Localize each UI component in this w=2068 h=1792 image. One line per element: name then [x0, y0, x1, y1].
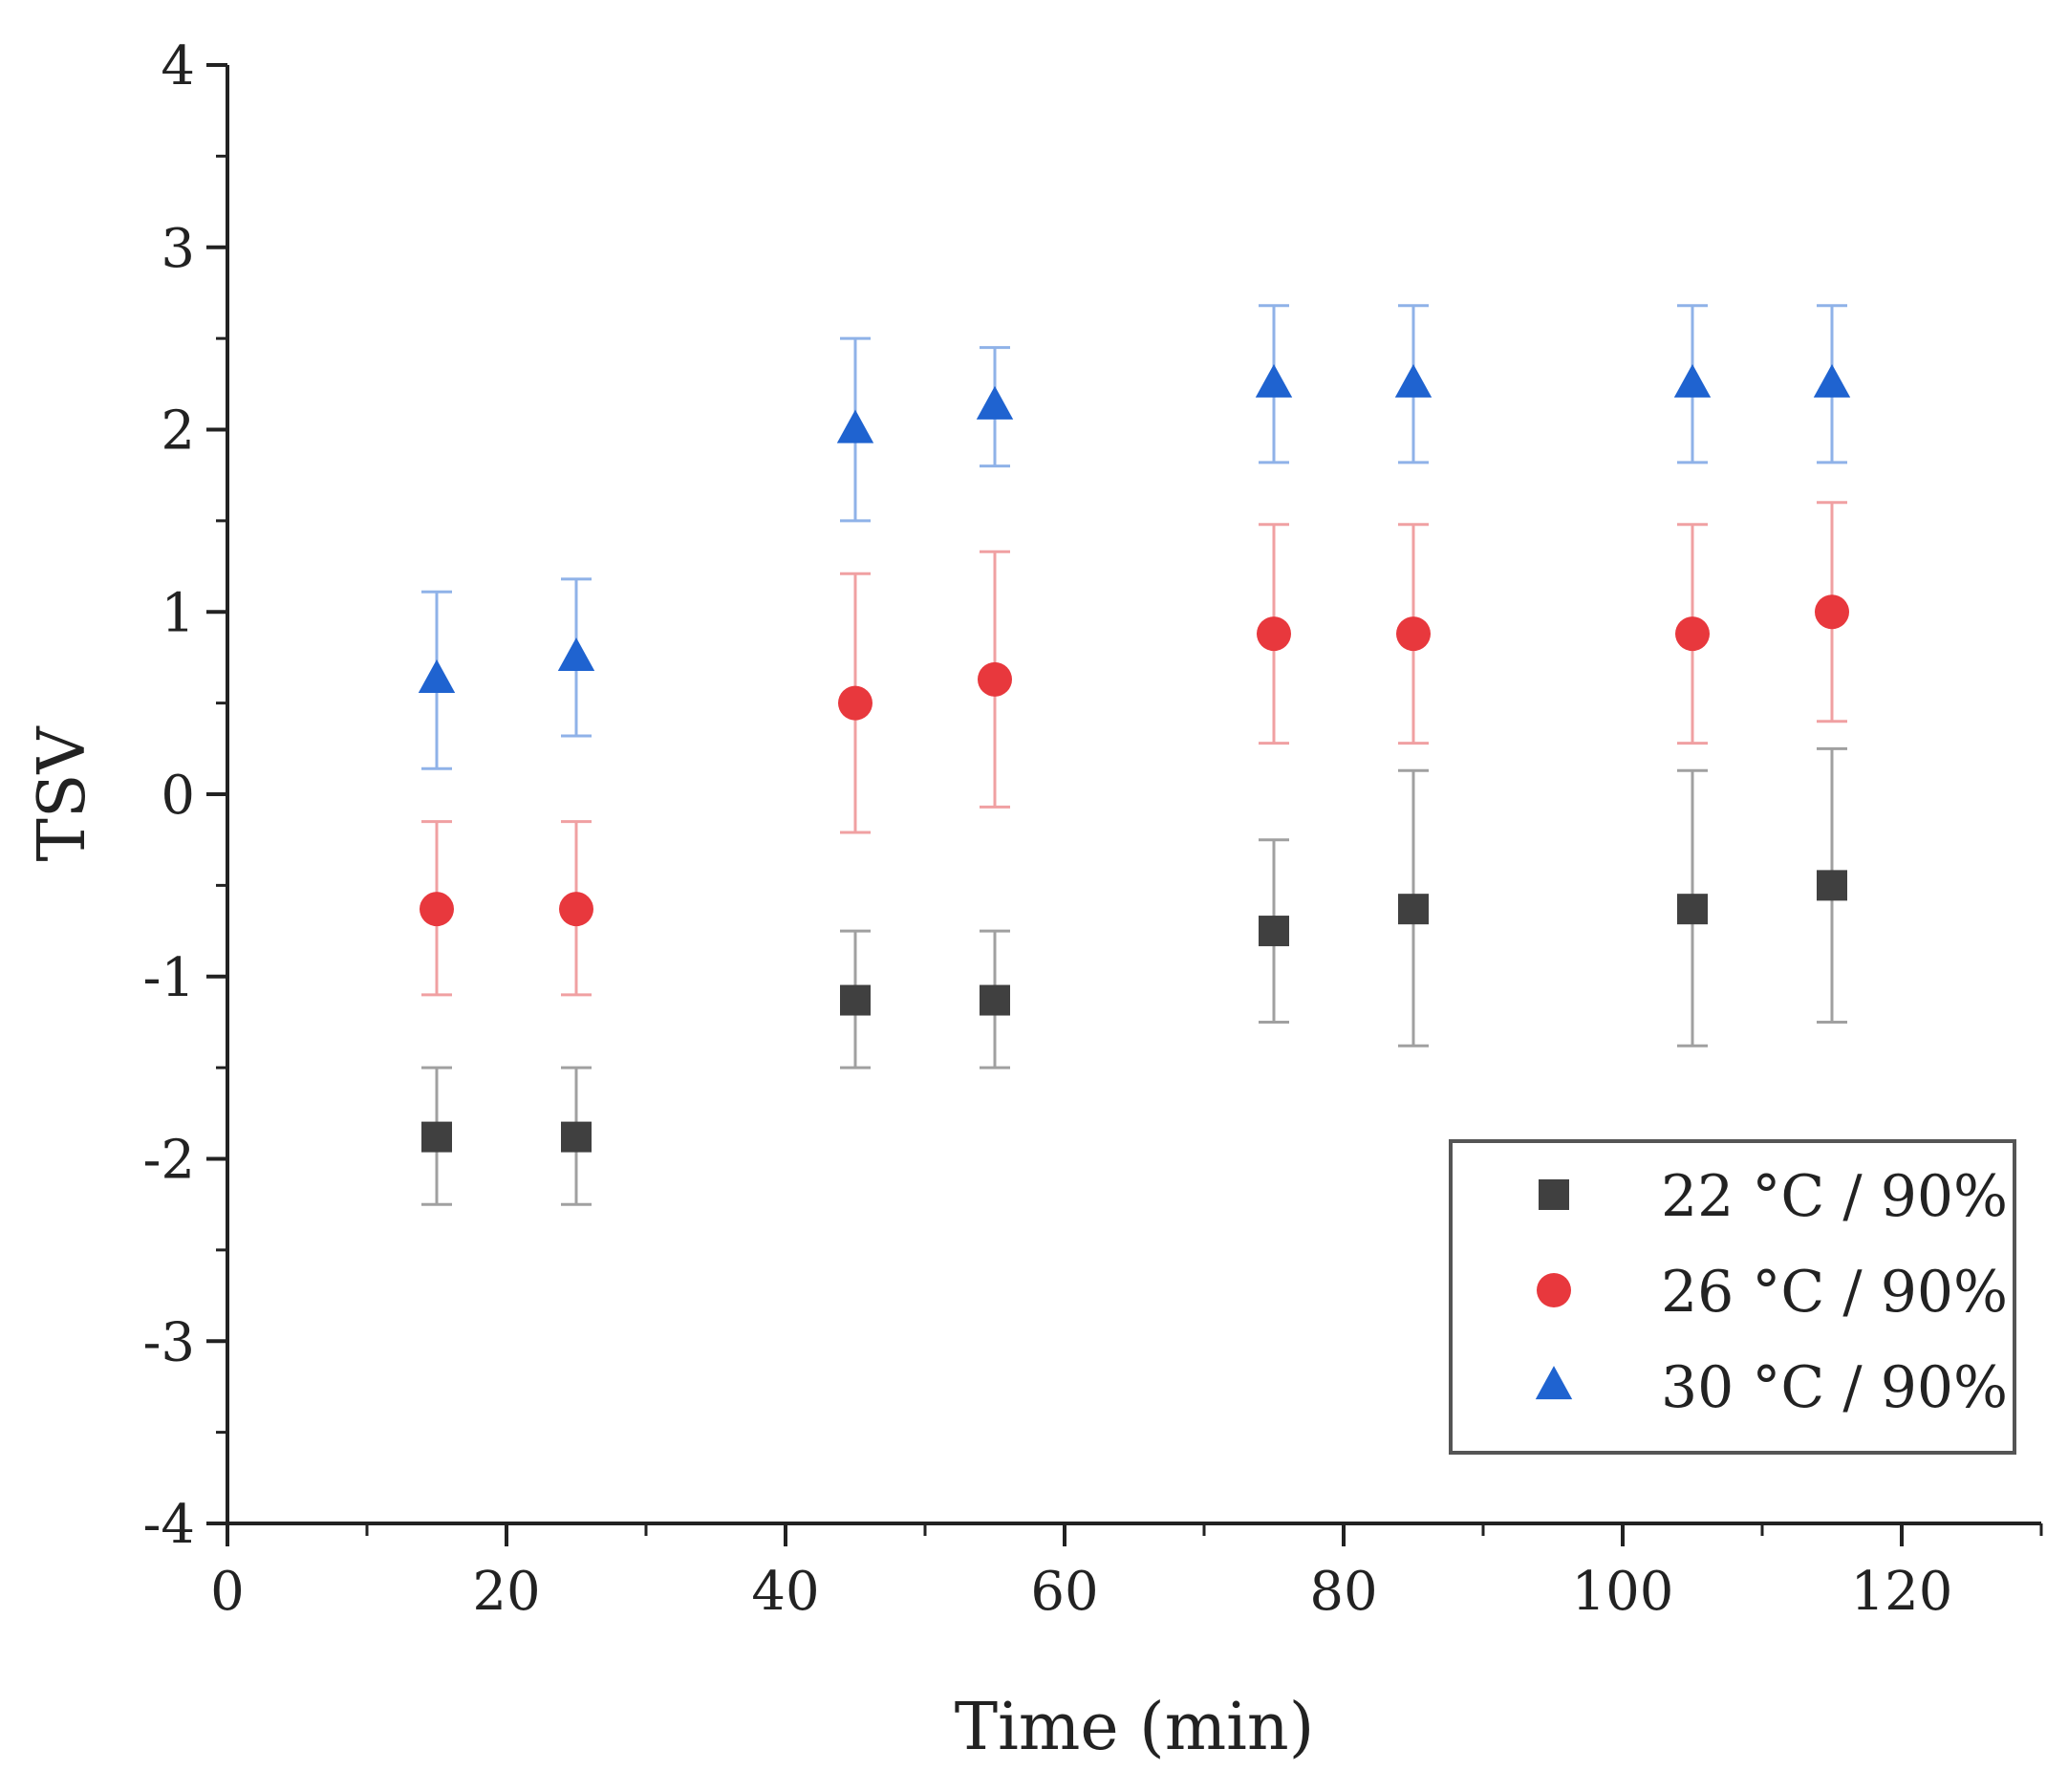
x-tick-label: 60 [1030, 1561, 1098, 1623]
axis-ticks [206, 63, 2043, 1546]
data-point [1398, 894, 1429, 925]
y-tick-label: 4 [161, 35, 195, 97]
legend-label: 30 °C / 90% [1661, 1354, 2008, 1421]
data-point [561, 1121, 592, 1153]
x-tick-label: 100 [1572, 1561, 1674, 1623]
legend-label: 26 °C / 90% [1661, 1259, 2008, 1326]
y-tick-label: 1 [161, 582, 195, 644]
data-point [1394, 363, 1433, 398]
data-point [1817, 870, 1847, 901]
y-tick-label: 0 [161, 765, 195, 827]
data-point [976, 385, 1014, 420]
y-tick-label: 2 [161, 400, 195, 463]
data-point [421, 1121, 452, 1153]
data-point [1677, 894, 1708, 925]
legend-marker [1535, 1366, 1573, 1400]
data-point [836, 409, 874, 443]
data-point [1675, 616, 1710, 652]
data-point [840, 984, 871, 1016]
x-tick-label: 120 [1851, 1561, 1953, 1623]
legend-marker [1539, 1179, 1569, 1210]
y-tick-label: -1 [142, 947, 195, 1009]
data-point [978, 661, 1012, 697]
y-axis-title: TSV [25, 725, 100, 862]
data-point [418, 659, 456, 693]
data-point [838, 685, 872, 721]
data-point [1259, 916, 1289, 947]
data-point [1396, 616, 1431, 652]
legend-label: 22 °C / 90% [1661, 1163, 2008, 1230]
data-point [1255, 363, 1293, 398]
data-point [559, 892, 593, 927]
legend: 22 °C / 90% 26 °C / 90% 30 °C / 90% [1449, 1139, 2016, 1455]
y-tick-label: -2 [142, 1130, 195, 1192]
data-point [1815, 594, 1849, 630]
x-tick-label: 40 [751, 1561, 819, 1623]
data-point [1673, 363, 1712, 398]
data-point [420, 892, 454, 927]
legend-marker [1537, 1273, 1571, 1307]
data-point [1813, 363, 1851, 398]
x-tick-label: 80 [1309, 1561, 1377, 1623]
data-point [1257, 616, 1291, 652]
x-tick-label: 20 [472, 1561, 540, 1623]
y-tick-label: 3 [161, 218, 195, 280]
data-point [980, 984, 1010, 1016]
error-bars [421, 304, 1847, 1206]
x-axis-title: Time (min) [955, 1690, 1315, 1765]
y-tick-label: -4 [142, 1494, 195, 1556]
x-tick-label: 0 [210, 1561, 245, 1623]
data-point [557, 637, 595, 672]
data-points [418, 363, 1851, 1153]
y-tick-label: -3 [142, 1311, 195, 1373]
